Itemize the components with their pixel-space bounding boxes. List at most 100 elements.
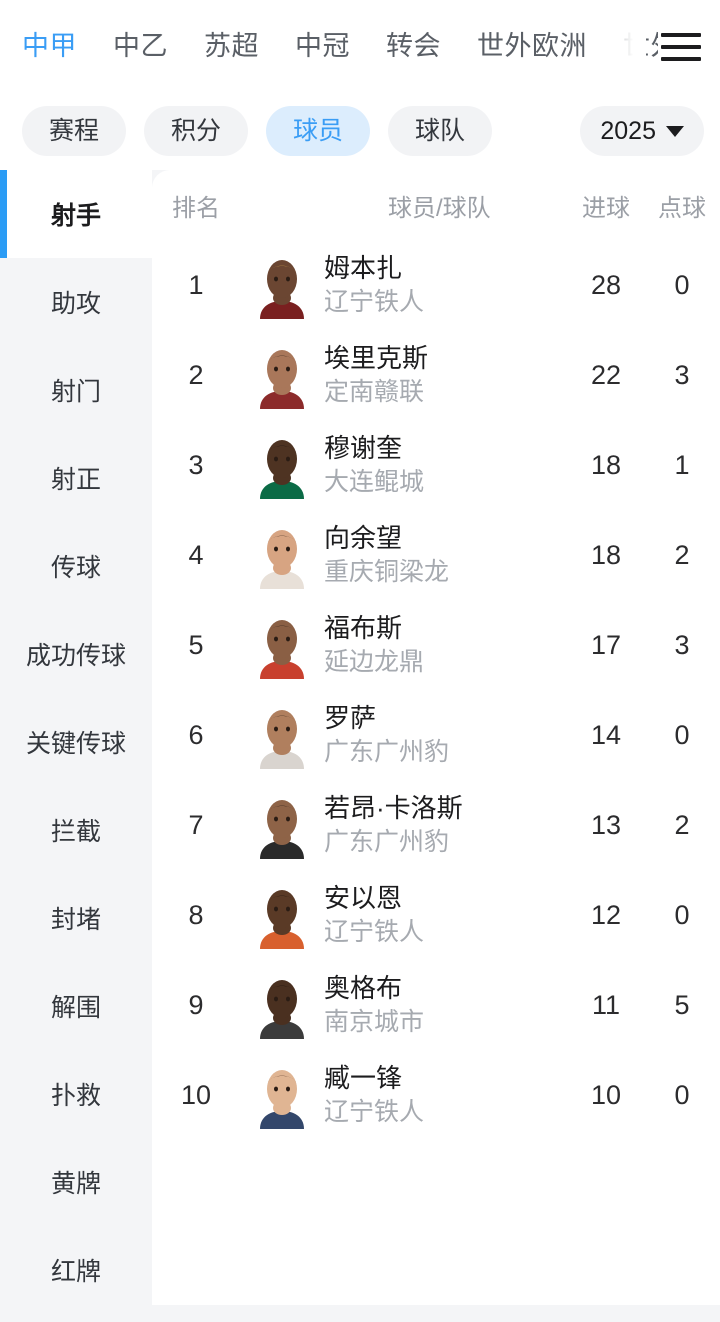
rail-item-5[interactable]: 成功传球 [0, 610, 152, 698]
column-header-rank: 排名 [172, 194, 220, 222]
league-tab-bar: 中甲 中乙 苏超 中冠 转会 世外欧洲 世外 [0, 0, 720, 92]
team-name: 大连鲲城 [324, 467, 425, 496]
player-name-block: 罗萨 广东广州豹 [324, 702, 449, 767]
hamburger-line-2 [661, 45, 701, 49]
table-row[interactable]: 3 穆谢奎 大连鲲城 18 1 [152, 420, 720, 510]
cell-rank: 6 [188, 719, 204, 750]
cell-player[interactable]: 臧一锋 辽宁铁人 [240, 1061, 568, 1129]
table-row[interactable]: 2 埃里克斯 定南赣联 22 3 [152, 330, 720, 420]
rail-item-6[interactable]: 关键传球 [0, 698, 152, 786]
player-avatar [254, 611, 310, 679]
league-tab-scroller[interactable]: 中甲 中乙 苏超 中冠 转会 世外欧洲 世外 [0, 0, 714, 92]
cell-penalties: 0 [674, 719, 690, 750]
league-tab-5[interactable]: 世外欧洲 [477, 30, 587, 61]
rail-item-4[interactable]: 传球 [0, 522, 152, 610]
table-row[interactable]: 9 奥格布 南京城市 11 5 [152, 960, 720, 1050]
cell-player[interactable]: 向余望 重庆铜梁龙 [240, 521, 568, 589]
cell-player[interactable]: 福布斯 延边龙鼎 [240, 611, 568, 679]
filter-pill-row: 赛程 积分 球员 球队 [22, 106, 492, 156]
player-name-block: 若昂·卡洛斯 广东广州豹 [324, 792, 463, 857]
rail-item-label: 封堵 [50, 906, 101, 934]
table-header-row: 排名 球员/球队 进球 点球 [152, 170, 720, 240]
cell-rank: 1 [188, 269, 204, 300]
cell-rank: 2 [188, 359, 204, 390]
player-avatar [254, 521, 310, 589]
player-avatar [254, 341, 310, 409]
league-tab-2[interactable]: 苏超 [204, 30, 259, 61]
year-selector[interactable]: 2025 [580, 106, 704, 156]
cell-rank: 10 [180, 1079, 212, 1110]
table-row[interactable]: 4 向余望 重庆铜梁龙 18 2 [152, 510, 720, 600]
rail-item-8[interactable]: 封堵 [0, 874, 152, 962]
rail-item-9[interactable]: 解围 [0, 962, 152, 1050]
league-tab-1[interactable]: 中乙 [113, 30, 168, 61]
team-name: 辽宁铁人 [324, 287, 425, 316]
player-avatar [254, 431, 310, 499]
cell-rank: 9 [188, 989, 204, 1020]
cell-player[interactable]: 埃里克斯 定南赣联 [240, 341, 568, 409]
cell-goals: 17 [590, 629, 622, 660]
table-row[interactable]: 7 若昂·卡洛斯 广东广州豹 13 2 [152, 780, 720, 870]
player-name: 穆谢奎 [324, 433, 403, 464]
stats-panel: 排名 球员/球队 进球 点球 1 姆本扎 辽宁铁人 28 0 2 埃里克斯 定南赣联 22 3 3 穆… [152, 170, 720, 1305]
cell-player[interactable]: 罗萨 广东广州豹 [240, 701, 568, 769]
cell-player[interactable]: 奥格布 南京城市 [240, 971, 568, 1039]
league-tab-4[interactable]: 转会 [386, 30, 441, 61]
team-name: 辽宁铁人 [324, 917, 425, 946]
rail-item-0[interactable]: 射手 [0, 170, 152, 274]
table-row[interactable]: 6 罗萨 广东广州豹 14 0 [152, 690, 720, 780]
rail-item-10[interactable]: 扑救 [0, 1050, 152, 1138]
team-name: 南京城市 [324, 1007, 425, 1036]
filter-pill-0[interactable]: 赛程 [22, 106, 126, 156]
cell-penalties: 2 [674, 809, 690, 840]
team-name: 重庆铜梁龙 [324, 557, 450, 586]
player-name-block: 穆谢奎 大连鲲城 [324, 432, 424, 497]
filter-pill-2[interactable]: 球员 [266, 106, 370, 156]
cell-goals: 18 [590, 449, 622, 480]
rail-item-3[interactable]: 射正 [0, 434, 152, 522]
player-name: 向余望 [324, 523, 403, 554]
cell-player[interactable]: 穆谢奎 大连鲲城 [240, 431, 568, 499]
cell-goals: 28 [590, 269, 622, 300]
rail-item-7[interactable]: 拦截 [0, 786, 152, 874]
player-name: 若昂·卡洛斯 [324, 793, 463, 824]
filter-pill-1[interactable]: 积分 [144, 106, 248, 156]
table-row[interactable]: 8 安以恩 辽宁铁人 12 0 [152, 870, 720, 960]
rail-item-label: 传球 [50, 554, 101, 582]
cell-player[interactable]: 安以恩 辽宁铁人 [240, 881, 568, 949]
rail-item-11[interactable]: 黄牌 [0, 1138, 152, 1226]
cell-goals: 10 [590, 1079, 622, 1110]
cell-rank: 5 [188, 629, 204, 660]
cell-penalties: 3 [674, 359, 690, 390]
league-tab-0[interactable]: 中甲 [22, 30, 77, 61]
column-header-penalties: 点球 [658, 194, 706, 222]
cell-goals: 12 [590, 899, 622, 930]
rail-item-2[interactable]: 射门 [0, 346, 152, 434]
player-avatar [254, 881, 310, 949]
team-name: 辽宁铁人 [324, 1097, 425, 1126]
cell-player[interactable]: 若昂·卡洛斯 广东广州豹 [240, 791, 568, 859]
cell-player[interactable]: 姆本扎 辽宁铁人 [240, 251, 568, 319]
player-avatar [254, 1061, 310, 1129]
table-row[interactable]: 10 臧一锋 辽宁铁人 10 0 [152, 1050, 720, 1140]
rail-item-label: 射正 [50, 466, 101, 494]
player-name-block: 姆本扎 辽宁铁人 [324, 252, 424, 317]
filter-pill-3[interactable]: 球队 [388, 106, 492, 156]
table-row[interactable]: 5 福布斯 延边龙鼎 17 3 [152, 600, 720, 690]
rail-item-12[interactable]: 红牌 [0, 1226, 152, 1314]
league-tab-3[interactable]: 中冠 [295, 30, 350, 61]
rail-item-1[interactable]: 助攻 [0, 258, 152, 346]
player-name: 奥格布 [324, 973, 403, 1004]
cell-penalties: 0 [674, 269, 690, 300]
rail-item-label: 射手 [50, 202, 101, 230]
column-header-player: 球员/球队 [388, 194, 491, 222]
team-name: 定南赣联 [324, 377, 425, 406]
player-name-block: 福布斯 延边龙鼎 [324, 612, 424, 677]
rail-item-label: 解围 [50, 994, 101, 1022]
player-name-block: 奥格布 南京城市 [324, 972, 424, 1037]
hamburger-menu-icon[interactable] [658, 30, 704, 64]
table-row[interactable]: 1 姆本扎 辽宁铁人 28 0 [152, 240, 720, 330]
cell-rank: 8 [188, 899, 204, 930]
cell-goals: 22 [590, 359, 622, 390]
chevron-down-icon [666, 125, 684, 137]
